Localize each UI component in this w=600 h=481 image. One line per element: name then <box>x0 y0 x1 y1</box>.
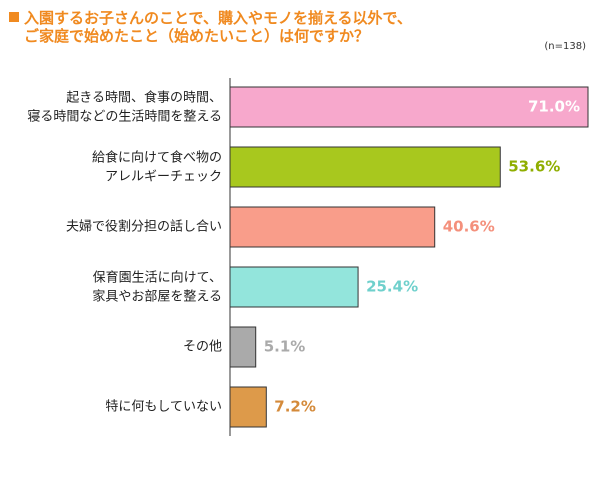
value-label: 25.4% <box>366 278 418 296</box>
value-label: 5.1% <box>264 338 306 356</box>
bar <box>229 86 589 128</box>
value-label: 40.6% <box>443 218 495 236</box>
category-label: 給食に向けて食べ物のアレルギーチェック <box>92 149 222 184</box>
category-label: 夫婦で役割分担の話し合い <box>66 219 222 235</box>
bar <box>229 266 359 308</box>
bar <box>229 206 436 248</box>
chart-title: 入園するお子さんのことで、購入やモノを揃える以外で、ご家庭で始めたこと（始めたい… <box>24 9 412 45</box>
bar <box>229 326 257 368</box>
bar <box>229 386 267 428</box>
value-label: 53.6% <box>508 158 560 176</box>
title-marker <box>9 12 19 22</box>
value-label: 7.2% <box>274 398 316 416</box>
category-label: その他 <box>183 340 222 355</box>
category-label: 起きる時間、食事の時間、寝る時間などの生活時間を整える <box>27 89 222 124</box>
bar <box>229 146 501 188</box>
sample-size: (n=138) <box>544 41 586 52</box>
category-label: 特に何もしていない <box>105 399 222 415</box>
category-label: 保育園生活に向けて、家具やお部屋を整える <box>92 269 222 304</box>
value-label: 71.0% <box>528 98 580 116</box>
